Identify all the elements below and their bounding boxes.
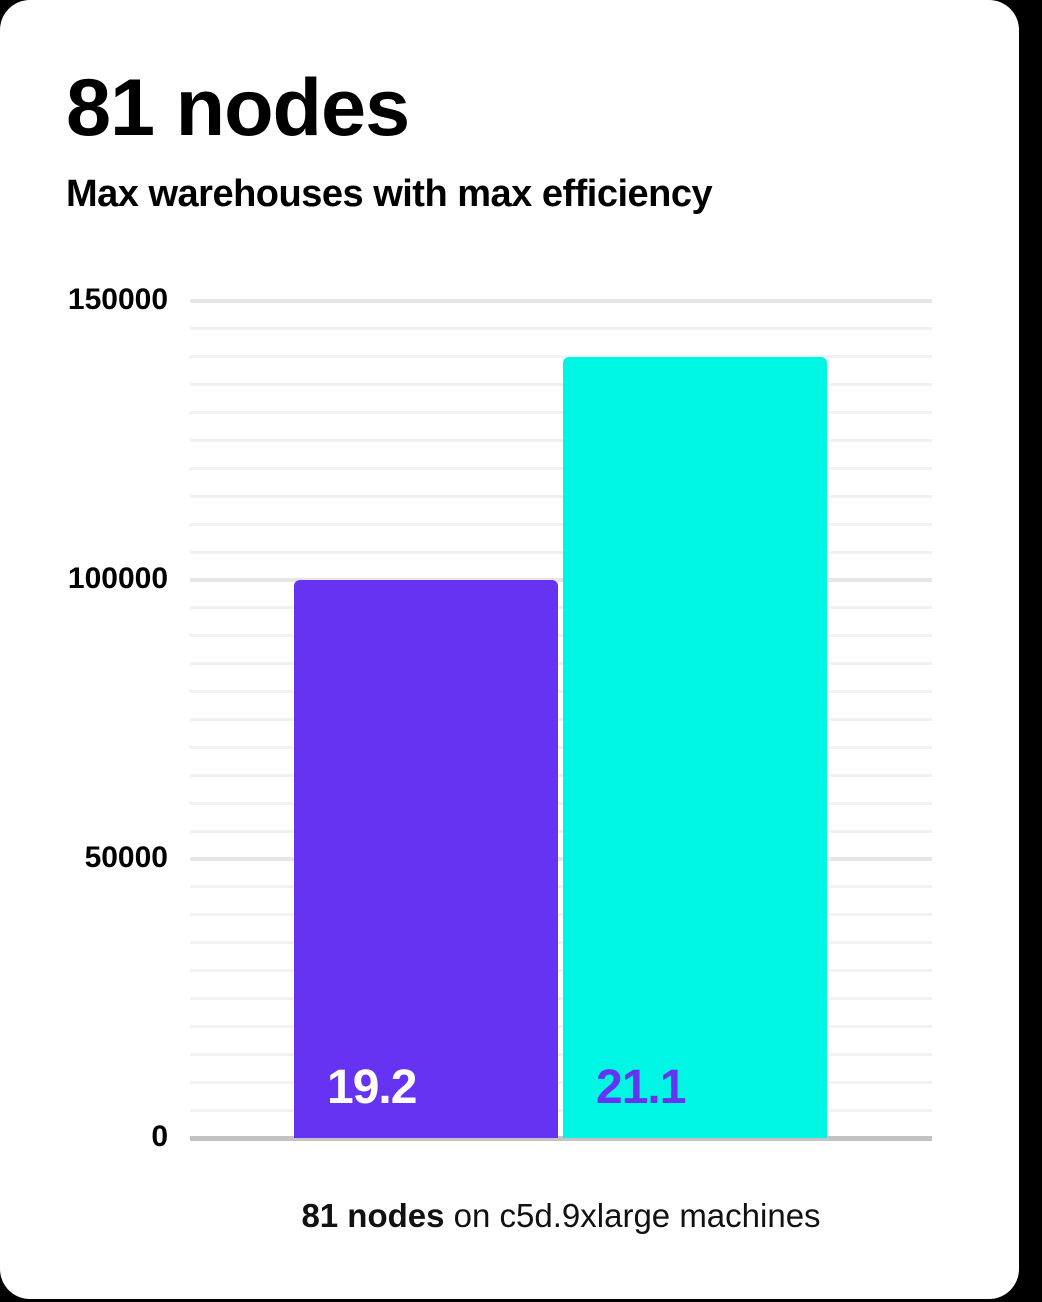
gridline-minor — [190, 1108, 932, 1112]
gridline-minor — [190, 439, 932, 442]
gridline-minor — [190, 494, 932, 498]
bar-value-label: 21.1 — [596, 1061, 686, 1114]
bar-value-label: 19.2 — [327, 1061, 417, 1114]
gridline-minor — [190, 522, 932, 526]
gridline-minor — [190, 913, 932, 917]
gridline-minor — [190, 1080, 932, 1084]
y-axis-tick-label: 150000 — [67, 283, 168, 316]
gridline-minor — [190, 941, 932, 945]
gridline-minor — [190, 466, 932, 470]
stat-card: 81 nodes Max warehouses with max efficie… — [0, 0, 1019, 1299]
bar-19.2: 19.2 — [294, 580, 558, 1138]
gridline-minor — [190, 885, 932, 889]
gridline-minor — [190, 969, 932, 973]
y-axis-tick-label: 50000 — [84, 841, 168, 874]
gridline-minor — [190, 718, 932, 721]
chart-title: 81 nodes — [66, 63, 410, 153]
gridline-minor — [190, 327, 932, 331]
bar-21.1: 21.1 — [563, 357, 827, 1138]
gridline-minor — [190, 411, 932, 415]
gridline-minor — [190, 383, 932, 387]
gridline-minor — [190, 773, 932, 777]
bar-chart-plot-area: 19.2 21.1 — [190, 299, 932, 1141]
gridline-minor — [190, 550, 932, 554]
gridline-minor — [190, 829, 932, 833]
y-axis-tick-label: 100000 — [67, 562, 168, 595]
chart-caption: 81 nodes on c5d.9xlarge machines — [190, 1196, 932, 1236]
gridline-minor — [190, 801, 932, 805]
gridline-minor — [190, 355, 932, 359]
y-axis-tick-label: 0 — [151, 1120, 168, 1153]
caption-regular-text: on c5d.9xlarge machines — [444, 1197, 821, 1234]
caption-bold-text: 81 nodes — [301, 1197, 445, 1234]
gridline-minor — [190, 997, 932, 1000]
gridline-major — [190, 857, 932, 861]
gridline-minor — [190, 634, 932, 638]
chart-subtitle: Max warehouses with max efficiency — [66, 173, 713, 215]
gridline-minor — [190, 1052, 932, 1056]
gridline-major — [190, 578, 932, 582]
gridline-minor — [190, 1024, 932, 1028]
gridline-minor — [190, 745, 932, 749]
gridline-major — [190, 299, 932, 303]
gridline-minor — [190, 662, 932, 666]
gridline-minor — [190, 690, 932, 694]
x-axis-baseline — [190, 1136, 932, 1141]
gridline-minor — [190, 606, 932, 610]
